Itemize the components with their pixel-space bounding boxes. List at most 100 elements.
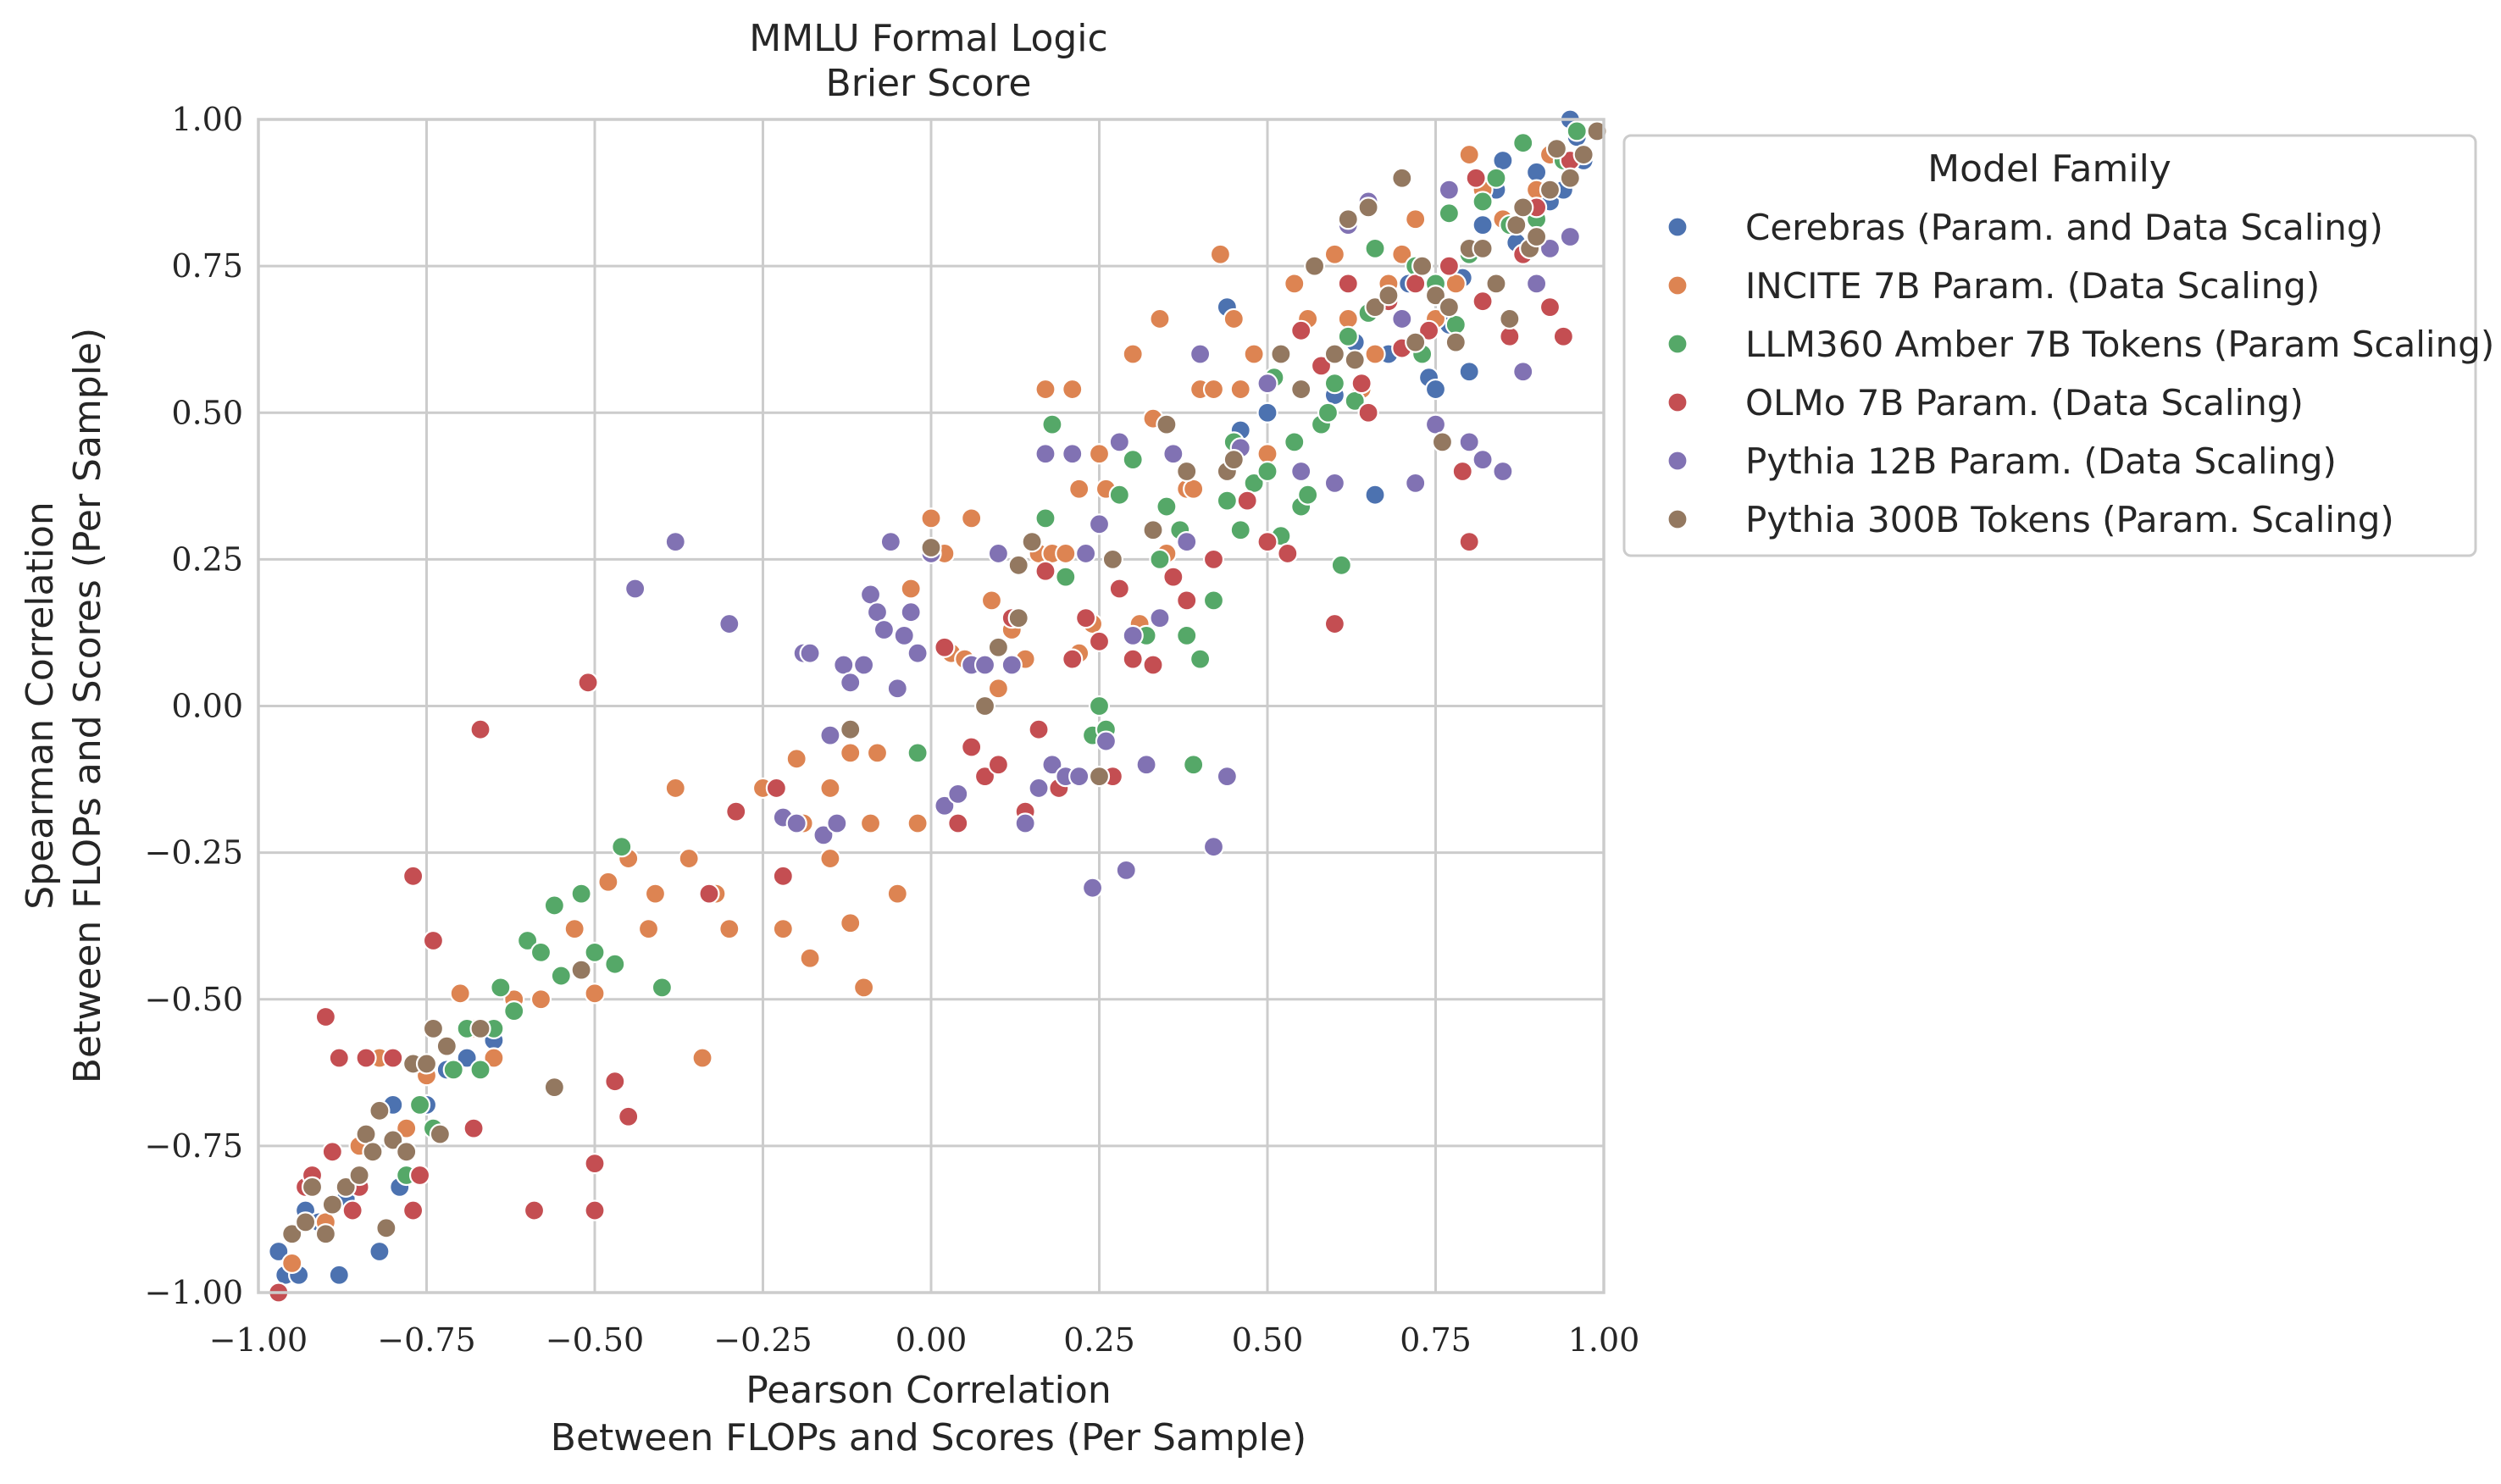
data-point bbox=[1572, 143, 1594, 166]
data-point bbox=[362, 1141, 384, 1163]
data-point bbox=[785, 812, 807, 834]
data-point bbox=[973, 765, 996, 788]
data-point bbox=[840, 742, 862, 764]
x-tick-label: 1.00 bbox=[1568, 1321, 1640, 1359]
legend-marker bbox=[1666, 391, 1689, 413]
legend-label: INCITE 7B Param. (Data Scaling) bbox=[1745, 265, 2320, 307]
data-point bbox=[449, 983, 471, 1005]
data-point bbox=[408, 1094, 431, 1116]
data-point bbox=[469, 1017, 491, 1039]
data-point bbox=[1256, 530, 1278, 553]
data-point bbox=[691, 1047, 713, 1069]
data-point bbox=[1068, 478, 1090, 500]
chart-subtitle: Brier Score bbox=[826, 62, 1032, 105]
legend-marker bbox=[1666, 333, 1689, 355]
data-point bbox=[1525, 273, 1548, 295]
data-point bbox=[584, 983, 606, 1005]
data-point bbox=[934, 795, 956, 817]
data-point bbox=[987, 542, 1010, 565]
data-point bbox=[1183, 754, 1205, 776]
y-tick-label: −1.00 bbox=[145, 1274, 243, 1311]
data-point bbox=[907, 812, 929, 834]
data-point bbox=[1357, 401, 1379, 424]
y-axis-label-line1: Spearman Correlation bbox=[19, 501, 62, 910]
data-point bbox=[1337, 325, 1359, 347]
data-point bbox=[1317, 401, 1339, 424]
data-point bbox=[1088, 513, 1111, 535]
data-point bbox=[422, 1017, 445, 1039]
data-point bbox=[1492, 460, 1514, 483]
data-point bbox=[678, 847, 700, 870]
data-point bbox=[1512, 132, 1534, 154]
data-point bbox=[530, 941, 552, 963]
data-point bbox=[1095, 730, 1117, 752]
data-point bbox=[530, 988, 552, 1011]
legend-label: Pythia 300B Tokens (Param. Scaling) bbox=[1745, 499, 2394, 540]
data-point bbox=[1566, 120, 1588, 142]
data-point bbox=[1156, 496, 1178, 518]
data-point bbox=[1028, 777, 1050, 800]
data-point bbox=[1323, 373, 1346, 395]
data-point bbox=[947, 783, 969, 805]
data-point bbox=[1021, 530, 1043, 553]
legend-label: Cerebras (Param. and Data Scaling) bbox=[1745, 207, 2383, 248]
data-point bbox=[1256, 373, 1278, 395]
data-point bbox=[1202, 548, 1225, 570]
data-point bbox=[355, 1047, 377, 1069]
data-point bbox=[920, 507, 942, 529]
legend-marker bbox=[1666, 450, 1689, 472]
data-point bbox=[1115, 859, 1137, 882]
data-point bbox=[503, 999, 525, 1022]
data-point bbox=[947, 812, 969, 834]
data-point bbox=[577, 672, 599, 694]
x-tick-labels: −1.00 −0.75 −0.50 −0.25 0.00 0.25 0.50 0.75 1.00 bbox=[209, 1321, 1640, 1359]
data-point bbox=[840, 672, 862, 694]
data-point bbox=[1424, 378, 1447, 401]
data-point bbox=[920, 536, 942, 559]
data-point bbox=[1041, 754, 1063, 776]
data-point bbox=[1559, 167, 1581, 189]
data-point bbox=[1256, 460, 1278, 483]
x-tick-label: 0.50 bbox=[1232, 1321, 1304, 1359]
data-point bbox=[1149, 307, 1171, 330]
data-point bbox=[1209, 243, 1232, 265]
data-point bbox=[1451, 460, 1473, 483]
data-point bbox=[1189, 343, 1212, 365]
data-point bbox=[369, 1099, 391, 1121]
data-point bbox=[785, 748, 807, 770]
data-point bbox=[1310, 355, 1333, 377]
data-point bbox=[852, 654, 875, 676]
data-point bbox=[1472, 291, 1494, 313]
data-point bbox=[1270, 343, 1292, 365]
data-point bbox=[1391, 243, 1413, 265]
data-point bbox=[1539, 179, 1561, 201]
data-point bbox=[1378, 285, 1400, 307]
data-point bbox=[1062, 378, 1084, 401]
data-point bbox=[1458, 530, 1480, 553]
data-point bbox=[1512, 197, 1534, 219]
data-point bbox=[584, 1153, 606, 1175]
data-point bbox=[1122, 449, 1144, 471]
data-point bbox=[826, 812, 848, 834]
data-point bbox=[664, 530, 686, 553]
data-point bbox=[314, 1005, 336, 1028]
data-point bbox=[1176, 530, 1198, 553]
data-point bbox=[1485, 273, 1507, 295]
data-point bbox=[1472, 191, 1494, 213]
data-point bbox=[1176, 590, 1198, 612]
data-point bbox=[1303, 255, 1326, 277]
data-point bbox=[1545, 138, 1568, 160]
data-point bbox=[1162, 443, 1184, 465]
data-point bbox=[859, 812, 882, 834]
data-point bbox=[1216, 490, 1238, 512]
data-point bbox=[900, 578, 922, 600]
data-point bbox=[1142, 519, 1164, 541]
data-point bbox=[341, 1199, 363, 1221]
data-point bbox=[1458, 361, 1480, 383]
data-point bbox=[840, 718, 862, 740]
data-point bbox=[907, 642, 929, 664]
data-point bbox=[1101, 548, 1123, 570]
legend-marker bbox=[1666, 508, 1689, 530]
data-point bbox=[523, 1199, 546, 1221]
data-point bbox=[1424, 413, 1447, 435]
